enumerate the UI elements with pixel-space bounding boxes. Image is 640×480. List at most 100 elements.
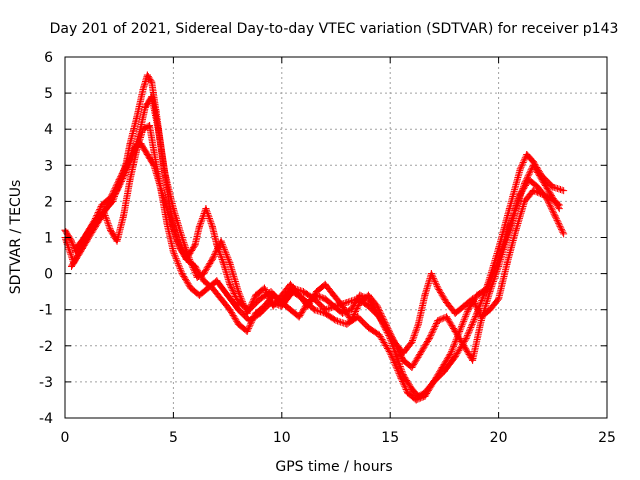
data-point (252, 291, 260, 299)
data-point (260, 302, 268, 310)
data-point (286, 306, 294, 314)
data-point (146, 122, 154, 130)
data-point (107, 226, 115, 234)
data-point (191, 262, 199, 270)
x-tick-label: 5 (169, 430, 178, 446)
data-point (213, 277, 221, 285)
data-point (408, 338, 416, 346)
series-markers (72, 140, 562, 357)
data-point (451, 327, 459, 335)
data-point (187, 284, 195, 292)
data-point (451, 309, 459, 317)
data-point (174, 237, 182, 245)
x-tick-labels: 0 5 10 15 20 25 (61, 430, 616, 446)
data-point (443, 298, 451, 306)
y-tick-label: 6 (44, 50, 53, 66)
data-point (529, 187, 537, 195)
data-point (148, 93, 156, 101)
data-point (312, 291, 320, 299)
data-point (252, 309, 260, 317)
data-point (115, 176, 123, 184)
data-point (555, 201, 563, 209)
data-point (217, 295, 225, 303)
y-axis-label: SDTVAR / TECUs (8, 180, 24, 295)
series-markers (68, 122, 567, 404)
data-point (477, 313, 485, 321)
data-point (72, 244, 80, 252)
series-trace-2 (68, 122, 568, 404)
data-point (551, 212, 559, 220)
data-point (503, 234, 511, 241)
y-tick-label: 5 (44, 86, 53, 102)
data-point (148, 78, 156, 86)
data-point (469, 356, 477, 364)
data-point (126, 176, 134, 184)
data-point (339, 302, 347, 310)
data-point (356, 291, 364, 299)
plot-frame (64, 56, 608, 419)
data-point (460, 302, 468, 310)
x-tick-label: 10 (273, 430, 291, 446)
data-point (89, 219, 97, 227)
y-tick-label: -1 (39, 303, 53, 319)
series-trace-1 (61, 71, 568, 400)
data-point (182, 255, 190, 263)
data-point (462, 335, 470, 343)
data-point (278, 298, 286, 306)
data-point (347, 317, 355, 325)
y-tick-label: 2 (44, 194, 53, 210)
data-point (495, 295, 503, 303)
data-point (427, 270, 435, 278)
data-point (286, 280, 294, 288)
data-point (113, 237, 121, 245)
data-point (267, 288, 275, 296)
data-point (414, 320, 422, 328)
data-point (365, 324, 373, 332)
data-point (208, 223, 216, 231)
data-point (226, 259, 234, 267)
data-point (321, 295, 329, 303)
data-point (143, 71, 151, 79)
data-point (256, 295, 264, 303)
data-point (133, 114, 141, 122)
data-point (141, 104, 149, 112)
data-point (343, 298, 351, 306)
data-point (304, 298, 312, 306)
data-point (354, 313, 362, 321)
data-point (512, 205, 520, 213)
y-tick-label: 3 (44, 158, 53, 174)
data-point (124, 158, 132, 166)
data-point (434, 317, 442, 325)
data-point (137, 140, 145, 148)
data-point (195, 291, 203, 299)
data-point (417, 349, 425, 357)
data-point (269, 291, 277, 299)
data-point (243, 309, 251, 317)
data-point (373, 309, 381, 317)
data-point (560, 230, 568, 238)
data-point (538, 176, 546, 184)
series-trace-3 (61, 93, 563, 371)
x-tick-label: 15 (381, 430, 399, 446)
data-point (217, 237, 225, 245)
data-point (549, 183, 557, 191)
data-point (195, 223, 203, 231)
data-point (120, 212, 128, 220)
chart-title: Day 201 of 2021, Sidereal Day-to-day VTE… (50, 21, 619, 37)
data-point (365, 295, 373, 303)
data-point (219, 259, 227, 267)
data-point (408, 363, 416, 371)
data-point (382, 324, 390, 332)
y-tick-label: 1 (44, 231, 53, 247)
data-point (208, 284, 216, 292)
data-point (486, 306, 494, 314)
data-point (375, 331, 383, 339)
data-point (460, 342, 468, 350)
data-point (425, 335, 433, 343)
data-point (78, 244, 86, 252)
x-tick-label: 20 (490, 430, 508, 446)
data-point (332, 317, 340, 325)
data-point (547, 194, 555, 202)
data-point (70, 259, 78, 267)
